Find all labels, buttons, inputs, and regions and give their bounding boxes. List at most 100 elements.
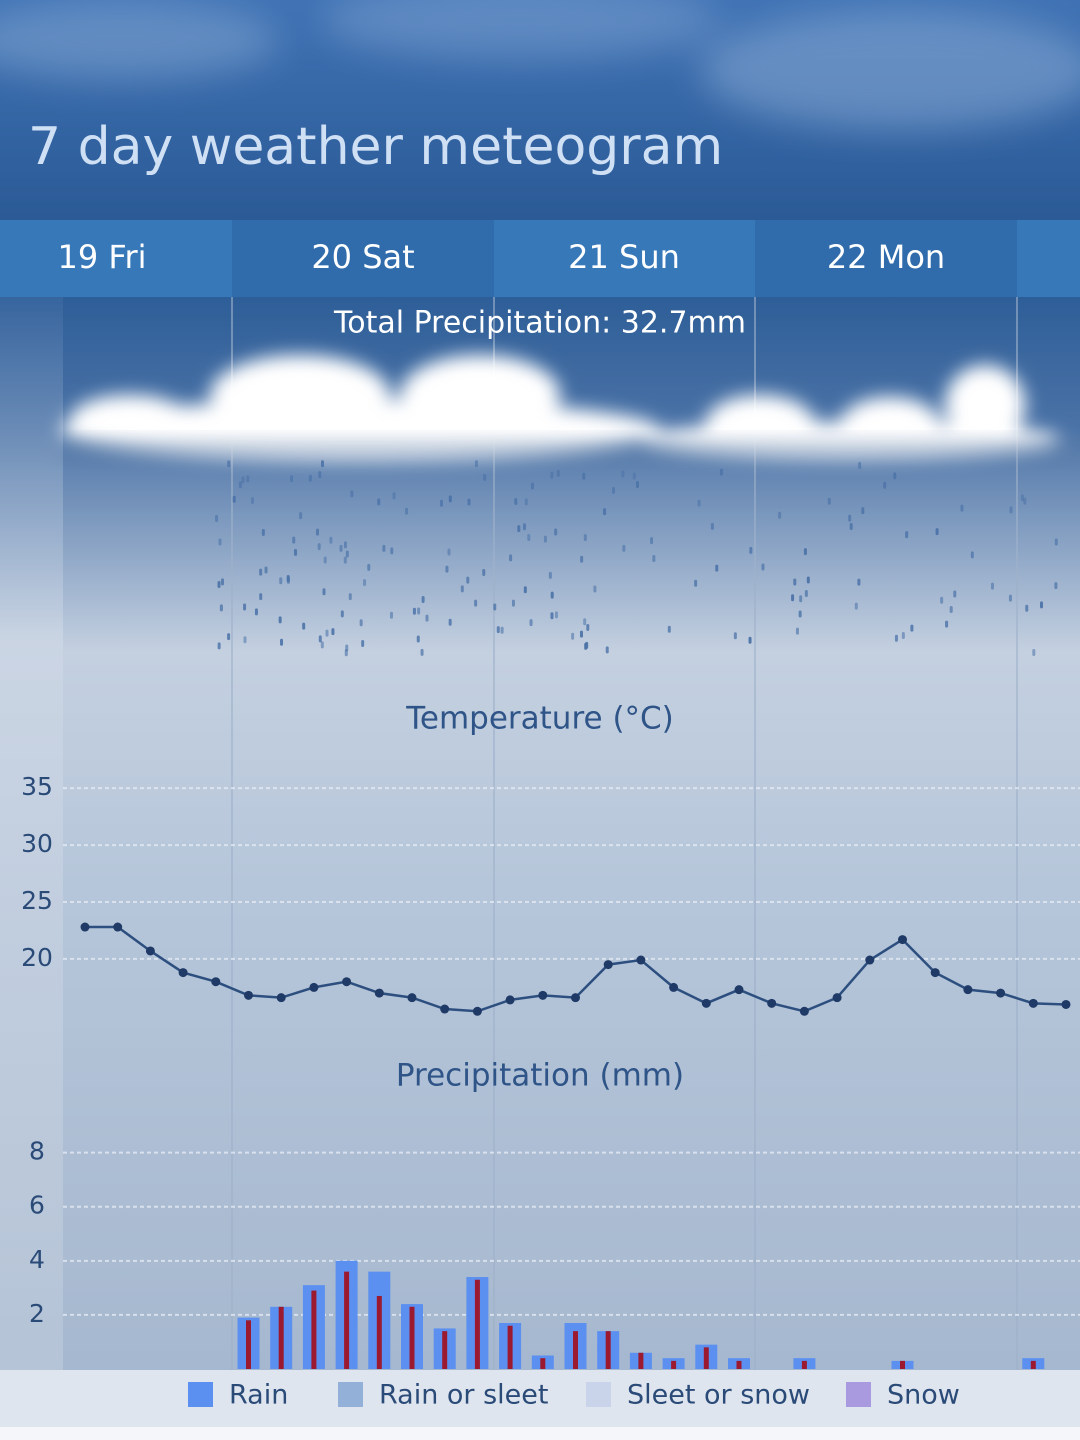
rain-drop <box>527 533 531 541</box>
rain-drop <box>320 641 324 649</box>
rain-drop <box>392 492 396 500</box>
rain-drop <box>749 546 753 554</box>
legend-swatch <box>188 1382 213 1407</box>
precip-inner-bar <box>278 1306 284 1369</box>
rain-drop <box>339 544 343 552</box>
precip-inner-bar <box>246 1320 251 1369</box>
rain-drop <box>264 566 268 574</box>
legend-bar <box>0 1370 1080 1427</box>
precip-inner-bar <box>703 1347 709 1369</box>
rain-drop <box>425 614 429 622</box>
rain-drop <box>550 471 554 479</box>
temperature-point <box>342 977 352 987</box>
rain-drop <box>652 554 656 562</box>
rain-drop <box>318 471 322 479</box>
rain-drop <box>217 642 221 650</box>
temperature-point <box>701 998 711 1008</box>
axis-panel <box>0 297 63 1427</box>
rain-drop <box>622 544 626 552</box>
precip-inner-bar <box>736 1360 742 1369</box>
rain-drop <box>474 599 478 607</box>
rain-drop <box>318 635 322 643</box>
rain-drop <box>635 480 639 488</box>
rain-drop <box>316 528 320 536</box>
temperature-point <box>799 1006 809 1016</box>
rain-drop <box>795 627 799 635</box>
rain-drop <box>523 586 527 594</box>
rain-drop <box>650 537 654 545</box>
rain-drop <box>350 490 354 498</box>
rain-drop <box>1009 506 1013 514</box>
temperature-point <box>636 955 646 965</box>
rain-drop <box>279 577 283 585</box>
rain-drop <box>719 468 723 476</box>
day-separators <box>231 297 1018 1370</box>
day-tab: 19 Fri <box>57 238 146 276</box>
rain-drop <box>894 634 898 642</box>
rain-drop <box>286 576 290 584</box>
temperature-point <box>244 990 253 1000</box>
rain-drop <box>949 605 953 613</box>
y-tick-label: 6 <box>29 1191 45 1220</box>
rain-drop <box>733 632 737 640</box>
temperature-point <box>734 985 744 995</box>
rain-drop <box>390 547 394 555</box>
rain-drop <box>322 588 326 596</box>
rain-drop <box>241 476 245 484</box>
y-tick-label: 35 <box>21 772 53 801</box>
rain-drop <box>363 579 367 587</box>
rain-drop <box>778 511 782 519</box>
rain-drop <box>227 460 231 468</box>
rain-drop <box>420 648 424 656</box>
y-tick-label: 30 <box>21 829 53 858</box>
rain-drop <box>421 596 425 604</box>
temperature-point <box>309 982 319 992</box>
rain-drop <box>1025 604 1029 612</box>
rain-drop <box>329 536 333 544</box>
chart-title: Temperature (°C) <box>405 701 674 737</box>
rain-drop <box>605 646 609 654</box>
rain-drop <box>294 548 298 556</box>
rain-drop <box>1020 494 1024 502</box>
temperature-point <box>963 985 973 995</box>
rain-drop <box>377 498 381 506</box>
rain-drop <box>219 604 223 612</box>
rain-drop <box>580 555 584 563</box>
precip-inner-bar <box>344 1271 350 1369</box>
rain-drop <box>483 473 487 481</box>
precip-inner-bar <box>1030 1360 1036 1369</box>
rain-drop <box>524 498 528 506</box>
rain-drop <box>550 591 554 599</box>
rain-drop <box>447 548 451 556</box>
rain-drop <box>1054 582 1058 590</box>
rain-drop <box>761 563 765 571</box>
rain-drop <box>243 603 247 611</box>
rain-drop <box>238 481 242 489</box>
rain-drop <box>517 525 521 533</box>
y-tick-label: 25 <box>21 886 53 915</box>
rain-drop <box>412 607 416 615</box>
rain-drop <box>910 624 914 632</box>
temperature-point <box>407 993 417 1003</box>
rain-drop <box>883 481 887 489</box>
rain-drop <box>278 616 282 624</box>
rain-drop <box>299 512 303 520</box>
legend-label: Snow <box>887 1380 960 1411</box>
bottom-strip <box>0 1427 1080 1440</box>
rain-drop <box>571 632 575 640</box>
rain-drop <box>556 470 560 478</box>
rain-drop <box>799 595 803 603</box>
rain-drop <box>632 472 636 480</box>
rain-drop <box>585 641 589 649</box>
rain-drop <box>806 576 810 584</box>
rain-drop <box>861 507 865 515</box>
sky-clouds <box>0 0 1080 130</box>
chart-title: Precipitation (mm) <box>396 1058 684 1094</box>
rain-drop <box>710 522 714 530</box>
y-tick-label: 8 <box>29 1137 45 1166</box>
chart-background <box>0 297 1080 1370</box>
temperature-point <box>865 955 875 965</box>
rain-drop <box>697 499 701 507</box>
rain-drop <box>348 593 352 601</box>
